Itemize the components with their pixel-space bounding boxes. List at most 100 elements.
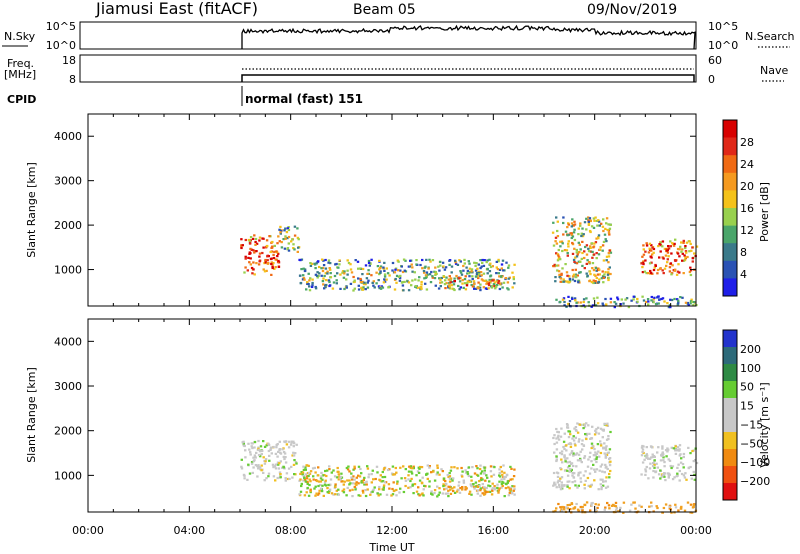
power-data-cell [296,227,299,230]
nsky-strip: N.Sky 10^5 10^0 10^5 10^0 N.Search [2,20,795,52]
velocity-data-cell [370,481,373,484]
power-data-cell [425,258,428,261]
power-data-cell [587,247,590,250]
velocity-data-cell [382,488,385,491]
velocity-data-cell [348,483,351,486]
power-data-cell [341,270,345,273]
power-data-cell [606,228,609,232]
velocity-data-cell [274,463,278,466]
power-data-cell [650,299,653,302]
power-data-cell [359,267,362,270]
power-data-cell [585,253,589,256]
power-data-cell [593,281,597,284]
power-colorbar-tick: 20 [740,180,754,193]
power-data-cell [367,259,371,263]
power-data-cell [320,267,323,270]
velocity-data-cell [645,453,648,456]
velocity-data-cell [363,476,366,479]
power-data-cell [397,269,400,272]
power-data-cell [642,244,645,247]
velocity-data-cell [267,449,271,453]
power-y-tick-label: 3000 [54,175,82,188]
power-data-cell [651,253,654,256]
velocity-data-cell [288,477,291,480]
power-data-cell [641,255,644,258]
velocity-data-cell [257,448,260,451]
velocity-data-cell [594,429,597,432]
power-data-cell [448,263,451,266]
power-data-cell [433,277,437,280]
velocity-data-cell [573,506,577,509]
power-data-cell [667,245,670,248]
power-data-cell [681,252,684,255]
velocity-data-cell [332,469,335,472]
velocity-data-cell [687,446,690,449]
power-data-cell [567,223,570,226]
power-data-cell [308,289,312,292]
power-data-cell [415,263,418,266]
velocity-data-cell [461,488,464,491]
velocity-data-cell [430,490,433,493]
power-data-cell [575,262,579,265]
power-data-cell [303,268,307,271]
velocity-data-cell [656,466,659,469]
velocity-data-cell [386,468,390,472]
power-data-cell [564,230,568,233]
freq-label: Freq. [7,57,34,70]
power-data-cell [499,282,502,285]
velocity-data-cell [689,452,692,455]
power-data-cell [489,280,492,283]
velocity-data [240,422,699,514]
velocity-data-cell [585,434,588,437]
power-data-cell [367,269,370,272]
power-data-cell [563,304,566,307]
power-data-cell [266,262,270,265]
power-data-cell [394,277,397,281]
velocity-data-cell [659,477,662,480]
velocity-data-cell [448,477,452,480]
velocity-colorbar-swatch [723,449,737,467]
power-data-cell [609,297,613,300]
power-data-cell [471,275,474,278]
power-data-cell [287,226,290,229]
velocity-data-cell [328,490,331,493]
power-data-cell [364,264,368,267]
power-data-cell [654,264,657,267]
power-data-cell [580,234,583,238]
velocity-data-cell [357,482,360,485]
power-data-cell [479,283,482,286]
power-data-cell [563,249,567,252]
velocity-data-cell [265,477,268,480]
velocity-data-cell [667,458,670,461]
power-data-cell [661,297,665,300]
power-data-cell [470,268,474,271]
power-data-cell [361,267,365,271]
power-data-cell [644,250,647,253]
velocity-data-cell [644,468,647,471]
power-data-cell [678,248,681,251]
velocity-data-cell [583,455,587,458]
power-data-cell [253,251,256,254]
velocity-data-cell [599,465,602,468]
velocity-data-cell [303,478,307,481]
velocity-data-cell [555,455,558,458]
power-colorbar-tick: 12 [740,224,754,237]
velocity-data-cell [692,449,695,452]
power-data-cell [669,245,672,248]
velocity-data-cell [599,443,603,446]
power-data-cell [576,253,579,256]
velocity-data-cell [457,488,460,492]
velocity-data-cell [605,424,608,427]
power-data-cell [280,246,284,249]
power-data-cell [592,281,595,285]
velocity-data-cell [302,475,305,478]
power-data-cell [445,276,448,279]
velocity-data-cell [638,504,641,507]
power-data-cell [579,224,582,227]
velocity-data-cell [309,489,312,493]
velocity-data-cell [323,481,327,484]
velocity-data-cell [483,472,486,475]
power-data-cell [685,241,689,244]
velocity-data-cell [501,473,504,476]
power-data-cell [581,235,585,238]
